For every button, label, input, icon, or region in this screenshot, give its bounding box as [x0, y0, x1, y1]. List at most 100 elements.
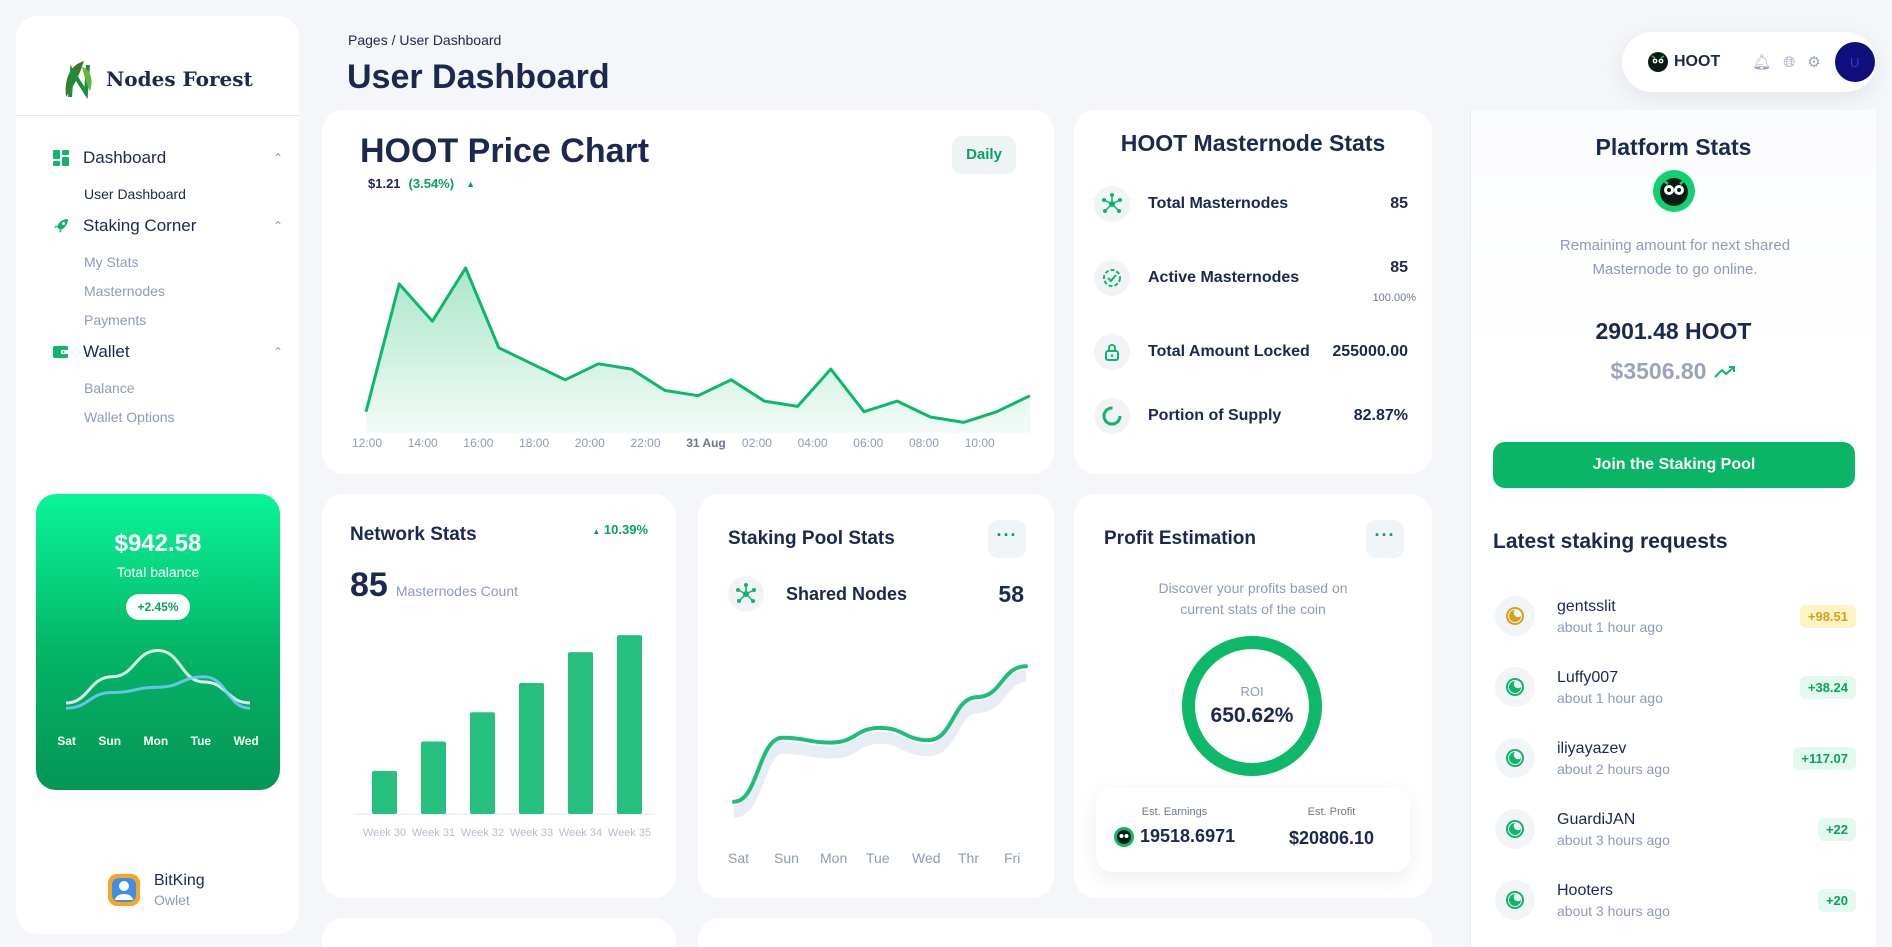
profit-estimation-card: Profit Estimation ··· Discover your prof… — [1074, 494, 1432, 898]
est-earnings-value: 19518.6971 — [1140, 826, 1236, 846]
bar-x-tick-label: Week 35 — [608, 827, 651, 839]
sidebar: Nodes Forest Dashboard ⌃ User Dashboard … — [16, 16, 299, 934]
staking-request-row[interactable]: Hooters about 3 hours ago +20 — [1495, 874, 1856, 926]
staking-x-tick-label: Wed — [912, 850, 941, 866]
check-badge-icon — [1094, 260, 1130, 296]
staking-request-row[interactable]: gentsslit about 1 hour ago +98.51 — [1495, 590, 1856, 642]
stat-label: Total Amount Locked — [1148, 343, 1310, 360]
pie-ring-icon — [1094, 398, 1130, 434]
masternode-stats-title: HOOT Masternode Stats — [1120, 130, 1386, 156]
price-x-tick-label: 18:00 — [519, 436, 550, 450]
avatar[interactable]: U — [1834, 42, 1875, 82]
request-user-name: iliyayazev — [1557, 739, 1627, 757]
owl-coin-icon — [1648, 52, 1668, 72]
moon-coin-icon — [1495, 880, 1535, 920]
breadcrumb[interactable]: Pages / User Dashboard — [348, 32, 502, 48]
brand-name: Nodes Forest — [106, 67, 253, 91]
nav-masternodes[interactable]: Masternodes — [84, 283, 165, 299]
stat-value: 85 — [1390, 259, 1408, 276]
network-icon — [1094, 186, 1130, 222]
rocket-icon — [54, 219, 68, 233]
wallet-icon — [53, 346, 69, 358]
user-name: BitKing — [154, 872, 205, 889]
platform-description: Remaining amount for next shared Mastern… — [1559, 237, 1791, 278]
price-series-line — [364, 266, 1031, 424]
nav-wallet-options[interactable]: Wallet Options — [84, 409, 175, 425]
join-staking-pool-button[interactable]: Join the Staking Pool — [1493, 442, 1855, 488]
nav-dashboard[interactable]: Dashboard ⌃ — [53, 148, 283, 168]
stat-active-percent: 100.00% — [1372, 292, 1416, 304]
stat-value: 85 — [1390, 195, 1408, 212]
staking-x-tick-label: Sat — [728, 850, 750, 866]
trend-up-icon — [1714, 365, 1736, 378]
request-time: about 3 hours ago — [1557, 831, 1670, 848]
stat-active-masternodes: Active Masternodes 85 — [1094, 259, 1408, 296]
bell-icon[interactable]: 🔔︎ — [1752, 54, 1772, 71]
stat-label: Total Masternodes — [1148, 195, 1289, 212]
nav-staking-label: Staking Corner — [83, 216, 197, 235]
chevron-up-icon: ⌃ — [272, 219, 283, 233]
staking-request-row[interactable]: iliyayazev about 2 hours ago +117.07 — [1495, 732, 1856, 784]
balance-day-label: Wed — [233, 734, 259, 748]
price-x-tick-label: 10:00 — [964, 436, 995, 450]
request-time: about 2 hours ago — [1557, 760, 1670, 777]
balance-series-line — [65, 648, 251, 705]
request-amount-badge: +117.07 — [1793, 746, 1856, 770]
stat-portion-supply: Portion of Supply 82.87% — [1094, 398, 1408, 434]
platform-stats-panel: Platform Stats Remaining amount for next… — [1470, 110, 1876, 947]
est-earnings: 19518.6971 — [1114, 826, 1235, 847]
price-summary: $1.21 (3.54%) ▲ — [368, 176, 475, 191]
owl-coin-icon — [1114, 826, 1134, 847]
platform-usd: $3506.80 — [1471, 358, 1876, 385]
more-options-icon[interactable]: ··· — [1366, 520, 1404, 558]
bar-x-tick-label: Week 30 — [363, 827, 406, 839]
bar — [617, 635, 642, 814]
coin-selector[interactable]: HOOT — [1648, 52, 1720, 72]
nav-wallet[interactable]: Wallet ⌃ — [53, 342, 283, 362]
masternode-count: 85 Masternodes Count — [350, 566, 518, 605]
chevron-up-icon: ⌃ — [272, 345, 283, 359]
stat-total-locked: Total Amount Locked 255000.00 — [1094, 334, 1408, 370]
nav-user-dashboard[interactable]: User Dashboard — [84, 186, 186, 202]
staking-line-chart — [732, 664, 1028, 818]
network-change-value: 10.39% — [603, 522, 648, 537]
masternode-count-value: 85 — [350, 566, 388, 604]
nav-my-stats[interactable]: My Stats — [84, 254, 139, 270]
nav-wallet-label: Wallet — [83, 342, 130, 361]
price-x-tick-label: 12:00 — [352, 436, 383, 450]
leaf-logo-icon — [65, 61, 92, 100]
network-stats-title: Network Stats — [350, 524, 477, 545]
moon-coin-icon — [1495, 667, 1535, 707]
sidebar-divider — [16, 115, 299, 116]
price-x-tick-label: 20:00 — [574, 436, 605, 450]
bar — [568, 652, 593, 814]
price-x-tick-label: 31 Aug — [686, 436, 726, 450]
balance-day-labels: Sat Sun Mon Tue Wed — [36, 734, 280, 748]
price-x-tick-label: 22:00 — [630, 436, 661, 450]
request-user-name: GuardiJAN — [1557, 810, 1636, 828]
nav-staking-corner[interactable]: Staking Corner ⌃ — [53, 216, 283, 236]
price-change: (3.54%) — [408, 176, 455, 191]
shared-nodes-value: 58 — [998, 580, 1024, 607]
period-selector[interactable]: Daily — [952, 136, 1016, 174]
balance-label: Total balance — [116, 564, 200, 580]
staking-request-row[interactable]: GuardiJAN about 3 hours ago +22 — [1495, 803, 1856, 855]
request-time: about 3 hours ago — [1557, 902, 1670, 919]
balance-card: $942.58 Total balance +2.45% Sat Sun Mon Tu… — [36, 494, 280, 790]
brand-logo[interactable]: Nodes Forest — [62, 50, 253, 108]
balance-day-label: Tue — [190, 734, 212, 748]
user-profile[interactable]: BitKing Owlet — [106, 872, 205, 908]
masternode-stats-card: HOOT Masternode Stats Total Masternodes … — [1074, 110, 1432, 474]
more-options-icon[interactable]: ··· — [988, 520, 1026, 558]
globe-icon[interactable]: 🌐︎ — [1783, 53, 1796, 71]
bar-x-tick-label: Week 34 — [559, 827, 602, 839]
page-title: User Dashboard — [347, 58, 610, 96]
stat-total-masternodes: Total Masternodes 85 — [1094, 186, 1408, 222]
gear-icon[interactable]: ⚙ — [1807, 54, 1821, 71]
nav-dashboard-label: Dashboard — [83, 148, 167, 167]
nav-payments[interactable]: Payments — [84, 312, 147, 328]
staking-request-row[interactable]: Luffy007 about 1 hour ago +38.24 — [1495, 661, 1856, 713]
nav-balance[interactable]: Balance — [84, 380, 135, 396]
bottom-card-left — [322, 918, 676, 947]
balance-day-label: Sat — [57, 734, 76, 748]
